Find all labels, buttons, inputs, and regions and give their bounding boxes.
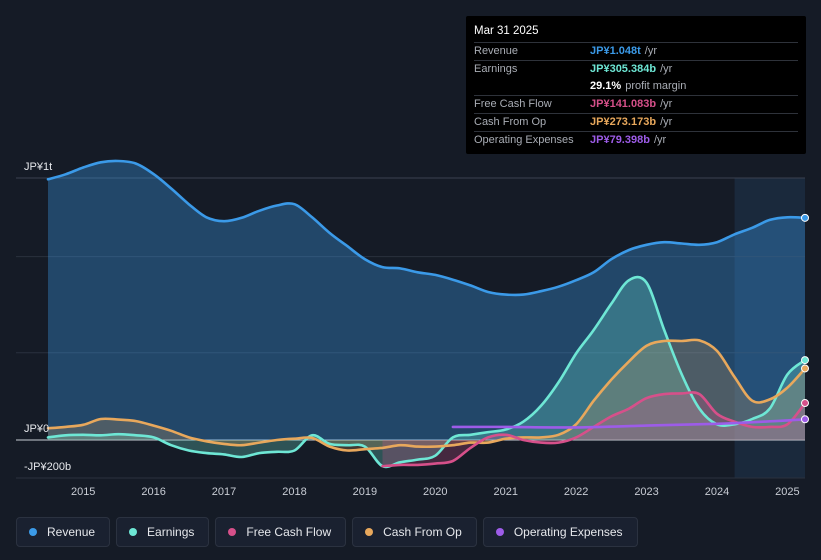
tooltip-value: JP¥305.384b <box>590 63 657 75</box>
legend-label: Cash From Op <box>383 525 462 539</box>
tooltip-date: Mar 31 2025 <box>474 22 798 43</box>
y-tick-label: JP¥0 <box>24 423 49 435</box>
tooltip-unit: /yr <box>660 116 673 128</box>
x-tick-label: 2020 <box>423 486 447 498</box>
legend-item-cash-from-op[interactable]: Cash From Op <box>352 517 477 547</box>
tooltip-row-earnings: Earnings JP¥305.384b /yr <box>474 61 798 78</box>
earnings-line <box>46 275 807 469</box>
legend-dot-icon <box>495 528 504 536</box>
tooltip-label: Earnings <box>474 63 518 75</box>
legend-item-revenue[interactable]: Revenue <box>16 517 111 547</box>
earnings-area <box>48 277 805 467</box>
tooltip-value: JP¥1.048t <box>590 45 641 57</box>
free-cash-flow-area <box>382 392 805 467</box>
tooltip-unit: /yr <box>653 134 667 146</box>
tooltip-label: Operating Expenses <box>474 134 574 146</box>
cash-from-op-area <box>48 339 805 451</box>
tooltip-value: JP¥79.398b <box>590 134 650 146</box>
legend-dot-icon <box>29 528 37 536</box>
x-tick-label: 2022 <box>564 486 588 498</box>
tooltip-row-fcf: Free Cash Flow JP¥141.083b /yr <box>474 96 798 114</box>
legend-item-earnings[interactable]: Earnings <box>116 517 210 547</box>
x-tick-label: 2021 <box>493 486 517 498</box>
free-cash-flow-endpoint <box>801 399 809 408</box>
tooltip-label: Revenue <box>474 45 519 57</box>
revenue-area <box>48 160 805 441</box>
legend-item-operating-expenses[interactable]: Operating Expenses <box>482 517 638 547</box>
x-tick-label: 2015 <box>71 486 95 498</box>
legend-dot-icon <box>129 528 138 536</box>
cash-from-op-line <box>46 338 807 452</box>
x-tick-label: 2023 <box>634 486 658 498</box>
cash-from-op-endpoint <box>801 364 809 373</box>
x-tick-label: 2018 <box>282 486 306 498</box>
tooltip-unit: /yr <box>660 63 673 75</box>
tooltip-unit: profit margin <box>625 80 687 92</box>
operating-expenses-endpoint <box>801 415 809 424</box>
tooltip-unit: /yr <box>660 98 673 110</box>
chart-legend: Revenue Earnings Free Cash Flow Cash Fro… <box>16 517 638 547</box>
tooltip-value: JP¥141.083b <box>590 98 657 110</box>
tooltip-label <box>474 78 590 95</box>
tooltip-row-revenue: Revenue JP¥1.048t /yr <box>474 43 798 61</box>
legend-item-free-cash-flow[interactable]: Free Cash Flow <box>215 517 347 547</box>
tooltip-value: 29.1% <box>590 80 622 92</box>
x-tick-label: 2024 <box>705 486 729 498</box>
x-tick-label: 2025 <box>775 486 799 498</box>
legend-label: Operating Expenses <box>513 525 623 539</box>
y-tick-label: JP¥1t <box>24 161 52 173</box>
tooltip-label: Free Cash Flow <box>474 98 552 110</box>
tooltip-label: Cash From Op <box>474 116 547 128</box>
revenue-endpoint <box>801 213 809 222</box>
earnings-endpoint <box>801 356 809 365</box>
x-tick-label: 2017 <box>212 486 236 498</box>
tooltip-row-opex: Operating Expenses JP¥79.398b /yr <box>474 132 798 149</box>
operating-expenses-line <box>451 418 807 429</box>
tooltip-value: JP¥273.173b <box>590 116 657 128</box>
tooltip-row-margin: 29.1% profit margin <box>474 78 798 96</box>
legend-label: Revenue <box>47 525 96 539</box>
legend-dot-icon <box>365 528 374 536</box>
tooltip-row-cfo: Cash From Op JP¥273.173b /yr <box>474 114 798 132</box>
x-tick-label: 2016 <box>141 486 165 498</box>
revenue-line <box>46 159 807 297</box>
y-tick-label: -JP¥200b <box>24 461 71 473</box>
legend-label: Earnings <box>147 525 195 539</box>
tooltip-unit: /yr <box>644 45 657 57</box>
legend-label: Free Cash Flow <box>246 525 332 539</box>
x-tick-label: 2019 <box>353 486 377 498</box>
legend-dot-icon <box>228 528 237 536</box>
data-tooltip: Mar 31 2025 Revenue JP¥1.048t /yr Earnin… <box>466 16 806 154</box>
